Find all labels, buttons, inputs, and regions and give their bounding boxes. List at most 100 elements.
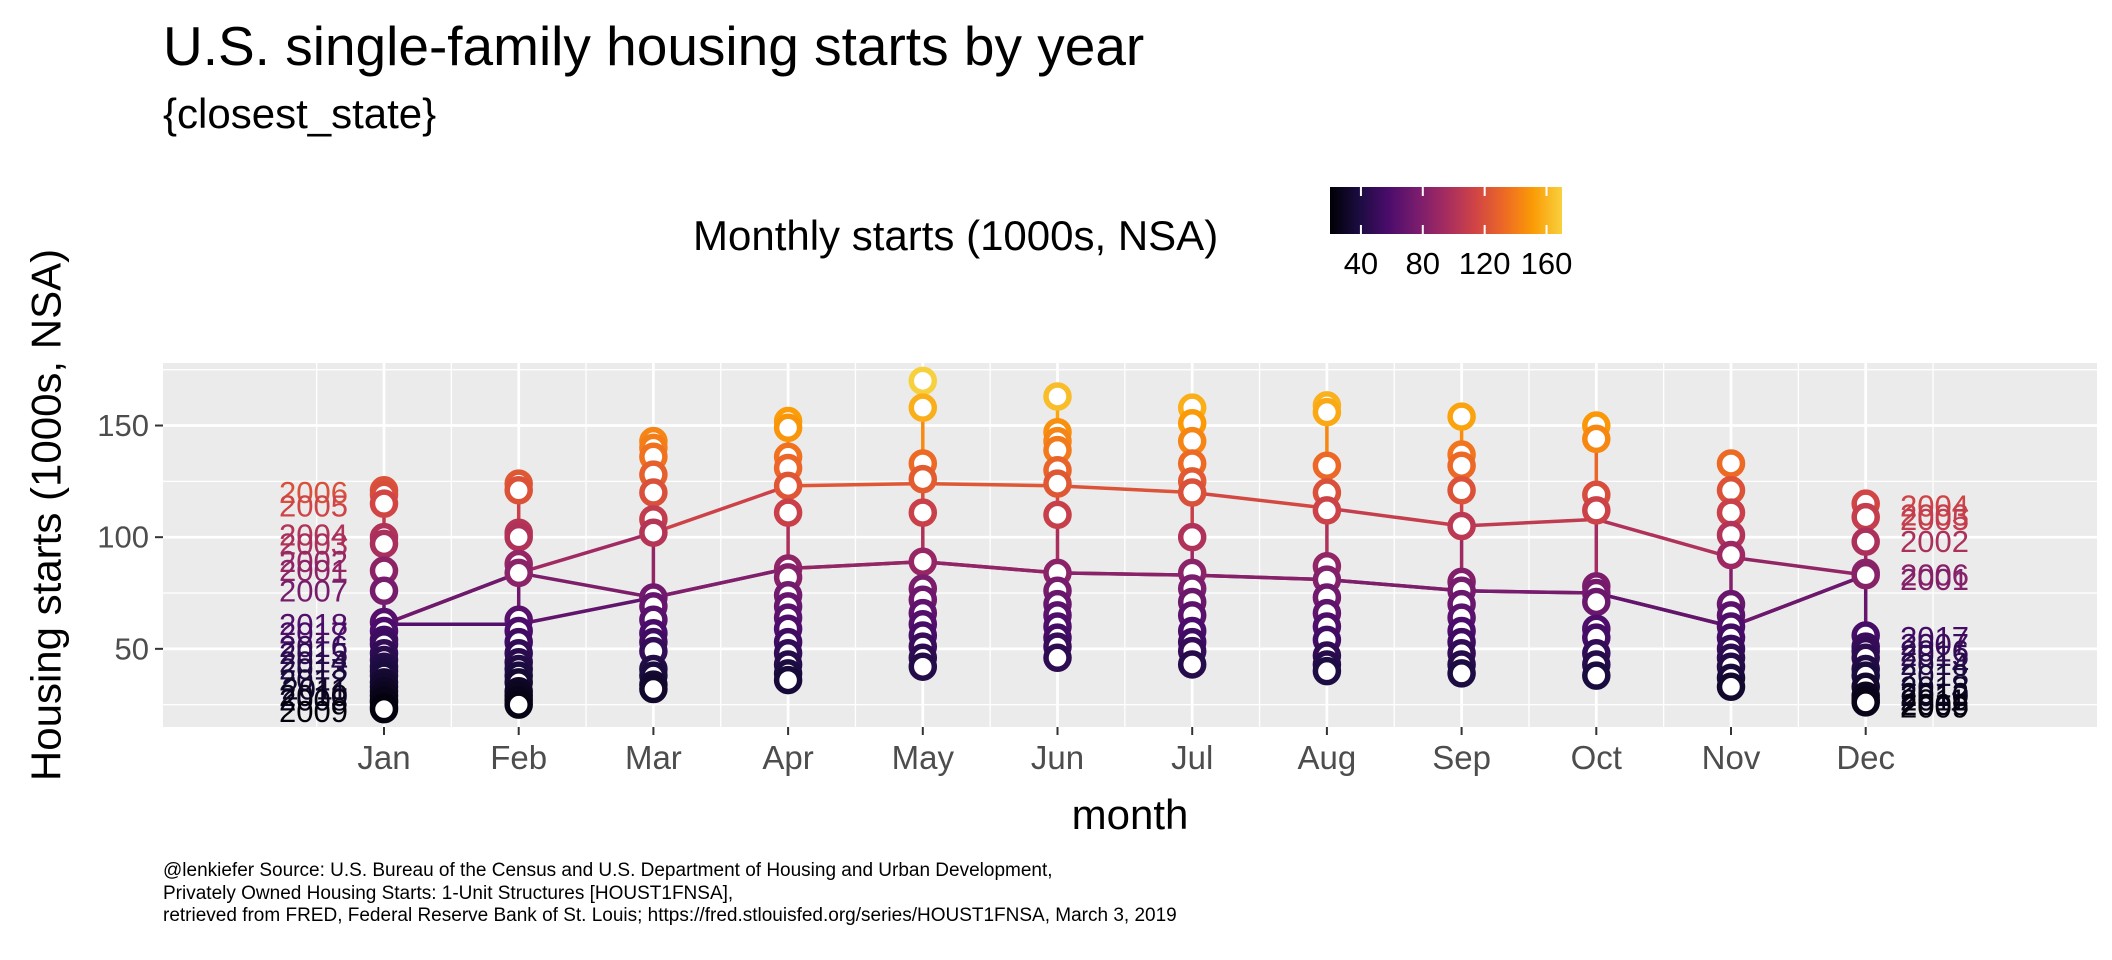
x-tick-label: Jul [1171,739,1213,776]
x-tick-label: Mar [625,739,682,776]
data-point [1851,502,1880,532]
year-label: 2011 [281,672,348,707]
legend-title: Monthly starts (1000s, NSA) [693,212,1219,259]
year-label: 2007 [1900,627,1969,662]
data-point [773,665,803,695]
year-label: 2008 [279,683,348,718]
data-point [504,522,533,552]
data-point [1312,451,1342,480]
series-line-segment [1057,571,1193,577]
data-point [1582,661,1611,690]
year-label: 2011 [1900,683,1967,718]
series-line-segment [1057,484,1193,495]
year-label: 2002 [279,544,348,579]
year-label: 2014 [279,645,348,680]
data-point [1716,449,1746,478]
x-tick-label: Nov [1702,739,1761,776]
data-point [639,674,668,704]
year-label: 2005 [1900,502,1969,537]
data-point [1716,672,1746,702]
plot-panel [163,363,2097,727]
data-point [1447,402,1476,431]
x-tick-label: May [892,739,955,776]
year-label: 2014 [1900,647,1969,682]
series-line-segment [1730,555,1866,577]
data-point [504,558,533,588]
year-label: 2016 [279,629,348,664]
y-tick-label: 100 [97,520,149,555]
data-point [773,498,803,527]
year-label: 2015 [1900,638,1969,673]
series-line-segment [1461,517,1597,528]
caption-line: Privately Owned Housing Starts: 1-Unit S… [163,882,734,904]
data-point [908,547,938,576]
year-label: 2005 [279,488,348,523]
data-point [908,464,938,494]
data-point [1177,426,1207,456]
year-label: 2004 [1900,488,1969,523]
year-label: 2006 [1900,558,1969,593]
series-line-segment [1595,517,1732,559]
year-label: 2017 [279,616,348,651]
data-point [908,393,938,422]
chart-title: U.S. single-family housing starts by yea… [163,15,1145,77]
series-line-segment [788,560,923,571]
data-point [773,471,803,501]
data-point [1177,522,1207,552]
data-point [504,476,533,505]
y-axis-title: Housing starts (1000s, NSA) [23,249,70,781]
series-line-segment [383,571,520,626]
year-label: 2018 [279,607,348,642]
year-label: 2004 [279,517,348,552]
color-bar-label: 160 [1521,246,1573,281]
series-line-segment [518,571,654,600]
series-line-segment [1326,577,1462,593]
data-point [1716,498,1746,527]
year-label: 2017 [1900,620,1969,655]
year-label: 2001 [1900,562,1969,597]
data-point [369,489,399,518]
source-caption: @lenkiefer Source: U.S. Bureau of the Ce… [163,860,1177,928]
year-label: 2013 [1900,669,1969,704]
data-point [1716,540,1746,570]
data-point [908,652,938,681]
data-point [1851,527,1880,556]
data-point [504,690,533,719]
series-line-segment [1326,506,1462,528]
data-point [1312,397,1342,427]
x-tick-label: Sep [1432,739,1491,776]
year-label: 2015 [279,636,348,671]
caption-line: retrieved from FRED, Federal Reserve Ban… [163,905,1177,926]
data-point [1043,643,1072,673]
year-label: 2009 [1900,689,1969,724]
chart-subtitle: {closest_state} [163,90,437,137]
data-point [639,518,668,547]
series-line-segment [1191,490,1328,510]
color-bar-label: 80 [1406,246,1440,281]
y-tick-label: 150 [97,408,149,443]
data-point [1447,659,1476,688]
color-bar-label: 120 [1459,246,1511,281]
data-point [1716,476,1746,505]
data-point [639,478,668,507]
data-point [1582,496,1611,525]
year-label: 2009 [279,694,348,729]
y-tick-label: 50 [115,631,149,666]
year-label: 2003 [1900,497,1969,532]
color-bar [1330,187,1562,234]
caption-line: @lenkiefer Source: U.S. Bureau of the Ce… [163,860,1053,881]
series-line-segment [922,481,1058,488]
year-label: 2016 [1900,634,1969,669]
series-line-segment [1192,573,1327,582]
data-point [1582,424,1611,454]
year-label: 2001 [279,553,348,588]
x-tick-label: Feb [490,739,547,776]
data-point [908,498,938,527]
series-line-segment [1595,591,1732,629]
data-point [1851,688,1880,717]
data-point [1043,500,1072,530]
data-point [1851,560,1880,590]
series-line-segment [518,595,654,626]
color-bar-label: 40 [1344,246,1378,281]
data-point [1582,587,1611,617]
